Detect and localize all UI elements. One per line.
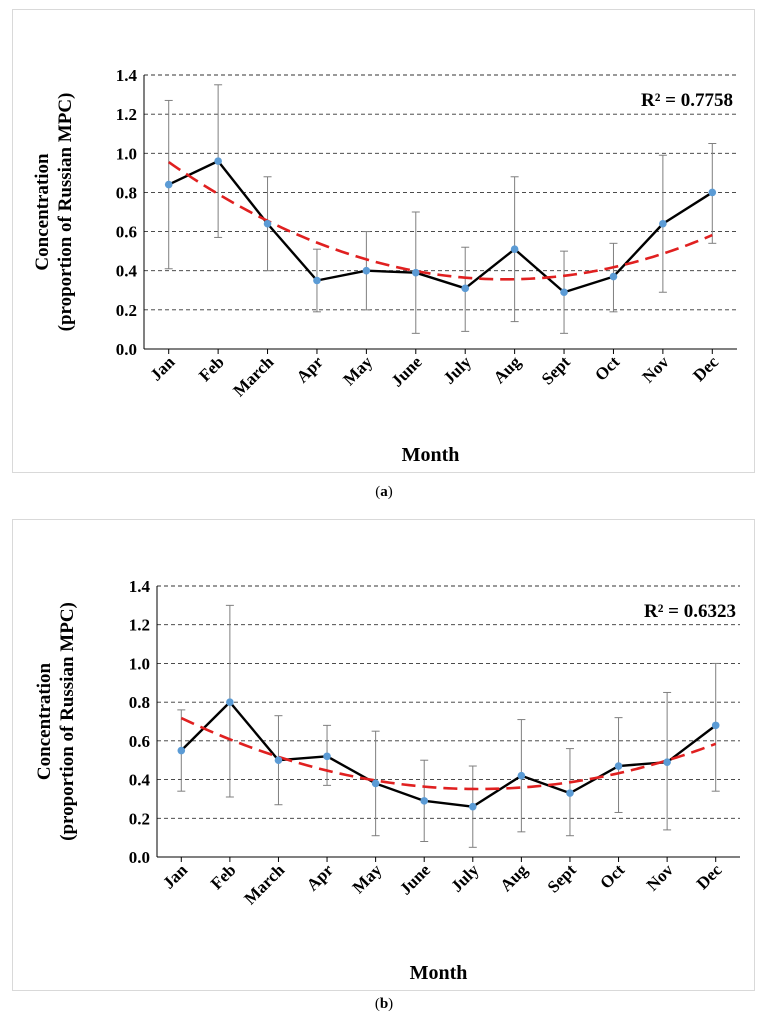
y-tick-label: 1.4 — [129, 577, 151, 596]
data-point — [420, 797, 429, 805]
r-squared-annotation: R² = 0.6323 — [644, 601, 736, 622]
data-point — [663, 758, 671, 766]
data-point — [411, 268, 420, 277]
caption-a-close: ) — [387, 484, 393, 500]
y-tick-label: 0.4 — [129, 771, 151, 790]
x-tick-label: Feb — [207, 860, 240, 893]
x-tick-label: Sept — [538, 352, 574, 388]
y-tick-label: 1.0 — [116, 144, 137, 163]
x-tick-label: Apr — [293, 352, 327, 386]
series-line-mean — [168, 159, 713, 294]
data-point — [214, 157, 222, 165]
y-tick-label: 0.6 — [116, 223, 137, 242]
x-tick-label: Aug — [490, 352, 525, 387]
data-point — [708, 188, 717, 197]
y-tick-label: 1.2 — [116, 105, 137, 124]
x-tick-label: Nov — [639, 352, 673, 386]
data-point — [461, 284, 470, 293]
y-axis-title-line2: (proportion of Russian MPC) — [57, 602, 78, 841]
x-tick-label: May — [349, 860, 386, 897]
data-point — [614, 762, 623, 770]
y-tick-label: 0.6 — [129, 732, 150, 751]
y-axis-title-line2: (proportion of Russian MPC) — [55, 93, 76, 332]
data-point — [164, 180, 173, 189]
data-point — [468, 802, 477, 811]
y-axis-title-line1: Concentration — [34, 662, 55, 780]
x-tick-label: June — [387, 352, 425, 390]
x-tick-label: May — [339, 352, 376, 389]
y-tick-label: 1.2 — [129, 616, 150, 635]
data-point — [323, 752, 331, 761]
chart-b: 0.0 0.2 0.4 0.6 0.8 1.0 1.2 1.4 Jan Feb March Apr Ma… — [34, 577, 740, 984]
caption-b-close: ) — [388, 996, 394, 1012]
x-tick-label: March — [229, 352, 277, 400]
r-squared-annotation: R² = 0.7758 — [641, 90, 733, 111]
data-point — [263, 219, 272, 228]
series-line-mean — [180, 700, 717, 808]
x-tick-label: Nov — [643, 860, 677, 894]
y-axis-title-line1: Concentration — [32, 153, 53, 271]
data-point — [313, 276, 321, 285]
y-tick-label: 0.8 — [116, 183, 137, 202]
x-tick-label: Dec — [689, 352, 722, 385]
data-point — [659, 219, 667, 228]
data-point — [566, 789, 574, 797]
caption-a: (a) — [0, 484, 768, 501]
x-tick-label: Oct — [591, 352, 623, 384]
y-tick-label: 0.0 — [116, 340, 137, 359]
x-tick-label: Oct — [596, 860, 628, 892]
y-tick-label: 0.8 — [129, 693, 150, 712]
data-point — [560, 288, 568, 297]
x-tick-label: July — [440, 352, 476, 388]
y-tick-label: 0.4 — [116, 262, 138, 281]
y-tick-label: 1.0 — [129, 654, 150, 673]
y-tick-label: 0.2 — [116, 301, 137, 320]
x-tick-label: Jan — [159, 860, 192, 893]
x-axis-title: Month — [410, 962, 468, 984]
y-tick-label: 0.0 — [129, 848, 150, 867]
data-point — [177, 746, 186, 755]
x-tick-label: Feb — [195, 352, 228, 385]
data-point — [609, 272, 618, 281]
data-point — [371, 779, 380, 788]
caption-a-open: ( — [375, 484, 381, 500]
y-tick-label: 0.2 — [129, 809, 150, 828]
data-point — [226, 698, 234, 706]
caption-b-label: b — [379, 996, 389, 1012]
chart-a: 0.0 0.2 0.4 0.6 0.8 1.0 1.2 1.4 Jan Feb March Apr Ma… — [32, 66, 737, 466]
data-point — [711, 721, 720, 730]
x-tick-label: July — [447, 860, 483, 896]
caption-a-label: a — [380, 484, 388, 500]
x-axis-title: Month — [402, 444, 460, 466]
x-tick-label: Jan — [146, 352, 179, 385]
x-tick-label: Aug — [496, 860, 531, 895]
data-point — [510, 245, 519, 253]
x-tick-label: March — [240, 860, 288, 908]
chart-panel-b: 0.0 0.2 0.4 0.6 0.8 1.0 1.2 1.4 Jan Feb March Apr Ma… — [12, 519, 755, 991]
y-tick-label: 1.4 — [116, 66, 138, 85]
x-tick-label: Dec — [693, 860, 726, 893]
data-point — [274, 756, 283, 765]
x-tick-label: Apr — [303, 860, 337, 894]
data-point — [362, 266, 371, 275]
chart-panel-a: 0.0 0.2 0.4 0.6 0.8 1.0 1.2 1.4 Jan Feb March Apr Ma… — [12, 9, 755, 473]
data-point — [517, 771, 526, 780]
trend-line — [180, 716, 717, 791]
caption-b-open: ( — [374, 996, 380, 1012]
trend-line — [167, 161, 713, 281]
caption-b: (b) — [0, 996, 768, 1013]
x-tick-label: Sept — [544, 860, 580, 896]
x-tick-label: June — [396, 860, 434, 898]
